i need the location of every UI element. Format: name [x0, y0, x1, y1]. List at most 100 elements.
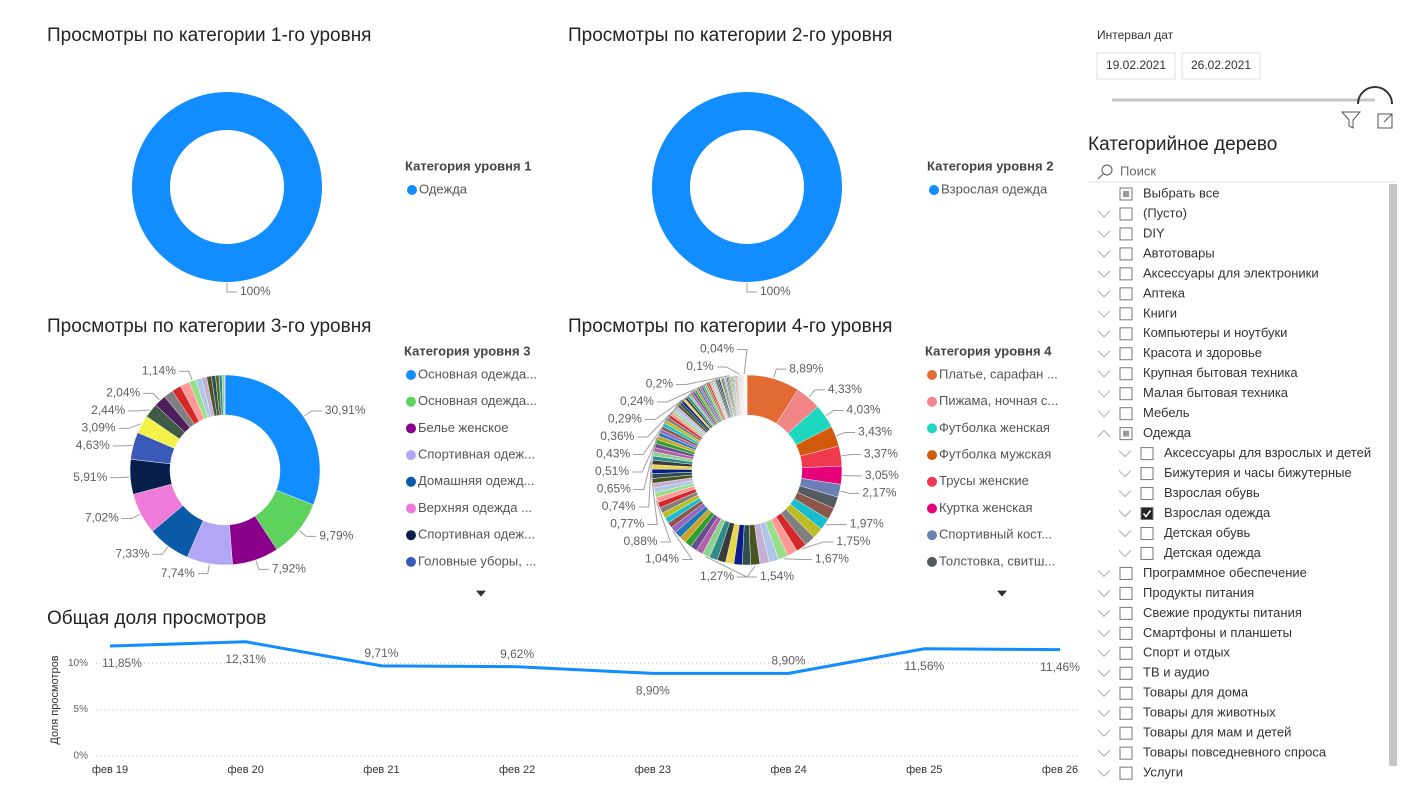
donut-slice[interactable] [652, 92, 842, 282]
checkbox-partial[interactable] [1123, 191, 1129, 197]
expand-chevron[interactable] [1097, 210, 1111, 218]
legend-marker[interactable] [406, 450, 416, 461]
line-series[interactable] [109, 640, 1061, 675]
tree-item[interactable]: Выбрать все [1143, 185, 1219, 200]
tree-item[interactable]: Программное обеспечение [1143, 565, 1307, 580]
checkbox-check[interactable] [1142, 510, 1152, 518]
expand-chevron[interactable] [1118, 550, 1132, 558]
legend-item[interactable]: Головные уборы, ... [418, 553, 536, 568]
tree-item[interactable]: Одежда [1143, 425, 1192, 440]
expand-chevron[interactable] [1097, 350, 1111, 358]
tree-item[interactable]: Красота и здоровье [1143, 345, 1262, 360]
legend-item[interactable]: Футболка мужская [939, 447, 1051, 462]
expand-chevron[interactable] [1097, 330, 1111, 338]
tree-item[interactable]: Аксессуары для электроники [1143, 265, 1319, 280]
checkbox[interactable] [1119, 307, 1133, 321]
expand-chevron[interactable] [1097, 729, 1111, 737]
legend-marker[interactable] [406, 423, 416, 434]
tree-item[interactable]: Смартфоны и планшеты [1143, 625, 1292, 640]
collapse-chevron[interactable] [1097, 429, 1111, 437]
checkbox[interactable] [1140, 546, 1154, 560]
tree-item[interactable]: Малая бытовая техника [1143, 385, 1289, 400]
legend-marker[interactable] [927, 450, 937, 461]
legend-marker[interactable] [927, 503, 937, 514]
checkbox[interactable] [1119, 287, 1133, 301]
expand-chevron[interactable] [1097, 689, 1111, 697]
expand-chevron[interactable] [1097, 570, 1111, 578]
checkbox[interactable] [1119, 626, 1133, 640]
date-end[interactable]: 26.02.2021 [1191, 58, 1251, 72]
tree-item[interactable]: Аптека [1143, 285, 1186, 300]
legend-item[interactable]: Спортивный кост... [939, 527, 1052, 542]
tree-item[interactable]: Компьютеры и ноутбуки [1143, 325, 1287, 340]
tree-item[interactable]: Книги [1143, 305, 1177, 320]
checkbox[interactable] [1119, 666, 1133, 680]
checkbox[interactable] [1119, 566, 1133, 580]
checkbox[interactable] [1140, 467, 1154, 481]
checkbox[interactable] [1119, 586, 1133, 600]
expand-chevron[interactable] [1118, 450, 1132, 458]
legend-item[interactable]: Одежда [419, 181, 468, 196]
legend-marker[interactable] [927, 556, 937, 567]
legend-marker[interactable] [406, 530, 416, 541]
tree-item[interactable]: Взрослая одежда [1164, 505, 1271, 520]
checkbox-partial[interactable] [1123, 430, 1129, 437]
legend-item[interactable]: Платье, сарафан ... [939, 366, 1058, 381]
legend-item[interactable]: Спортивная одеж... [418, 447, 535, 462]
legend-marker[interactable] [927, 396, 937, 407]
checkbox[interactable] [1140, 507, 1154, 521]
tree-item[interactable]: Автотовары [1143, 245, 1215, 260]
checkbox[interactable] [1119, 407, 1133, 421]
checkbox[interactable] [1119, 367, 1133, 381]
expand-chevron[interactable] [1097, 250, 1111, 258]
legend-marker[interactable] [929, 185, 939, 195]
donut-slice[interactable] [224, 374, 321, 506]
checkbox[interactable] [1119, 706, 1133, 720]
legend-item[interactable]: Основная одежда... [418, 366, 537, 381]
date-start[interactable]: 19.02.2021 [1106, 58, 1166, 72]
expand-chevron[interactable] [1097, 370, 1111, 378]
expand-chevron[interactable] [1097, 590, 1111, 598]
tree-item[interactable]: Товары повседневного спроса [1143, 745, 1327, 760]
expand-chevron[interactable] [1097, 270, 1111, 278]
tree-item[interactable]: Мебель [1143, 405, 1190, 420]
tree-item[interactable]: Товары для животных [1143, 705, 1276, 720]
tree-item[interactable]: Услуги [1143, 765, 1183, 780]
expand-chevron[interactable] [1097, 310, 1111, 318]
tree-item[interactable]: Детская одежда [1164, 545, 1262, 560]
tree-item[interactable]: Взрослая обувь [1164, 485, 1260, 500]
date-start-box[interactable] [1096, 52, 1176, 80]
expand-chevron[interactable] [1097, 610, 1111, 618]
expand-chevron[interactable] [1118, 490, 1132, 498]
tree-item[interactable]: Спорт и отдых [1143, 645, 1230, 660]
expand-chevron[interactable] [1118, 510, 1132, 518]
tree-item[interactable]: Товары для мам и детей [1143, 725, 1291, 740]
expand-chevron[interactable] [1097, 649, 1111, 658]
expand-chevron[interactable] [1097, 230, 1111, 238]
checkbox[interactable] [1140, 526, 1154, 540]
checkbox[interactable] [1119, 686, 1133, 700]
checkbox[interactable] [1119, 347, 1133, 361]
legend-item[interactable]: Спортивная одеж... [418, 527, 535, 542]
legend-item[interactable]: Трусы женские [939, 473, 1029, 488]
legend-item[interactable]: Белье женское [418, 420, 508, 435]
tree-item[interactable]: Продукты питания [1143, 585, 1254, 600]
legend-item[interactable]: Куртка женская [939, 500, 1033, 515]
legend-marker[interactable] [406, 370, 416, 380]
expand-chevron[interactable] [1097, 669, 1111, 677]
legend-item[interactable]: Взрослая одежда [941, 181, 1048, 196]
expand-chevron[interactable] [1097, 290, 1111, 298]
tree-item[interactable]: DIY [1143, 225, 1165, 240]
expand-chevron[interactable] [1097, 769, 1111, 777]
tree-item[interactable]: Аксессуары для взрослых и детей [1164, 445, 1371, 460]
donut-slice[interactable] [224, 374, 226, 416]
checkbox[interactable] [1140, 447, 1154, 461]
legend-marker[interactable] [406, 476, 416, 487]
legend-scroll-arrow[interactable] [476, 590, 486, 597]
checkbox[interactable] [1119, 207, 1133, 221]
expand-chevron[interactable] [1097, 629, 1111, 638]
checkbox[interactable] [1119, 227, 1133, 241]
checkbox[interactable] [1119, 766, 1133, 780]
filter-icon[interactable] [1340, 111, 1362, 129]
donut-slice[interactable] [132, 92, 322, 282]
